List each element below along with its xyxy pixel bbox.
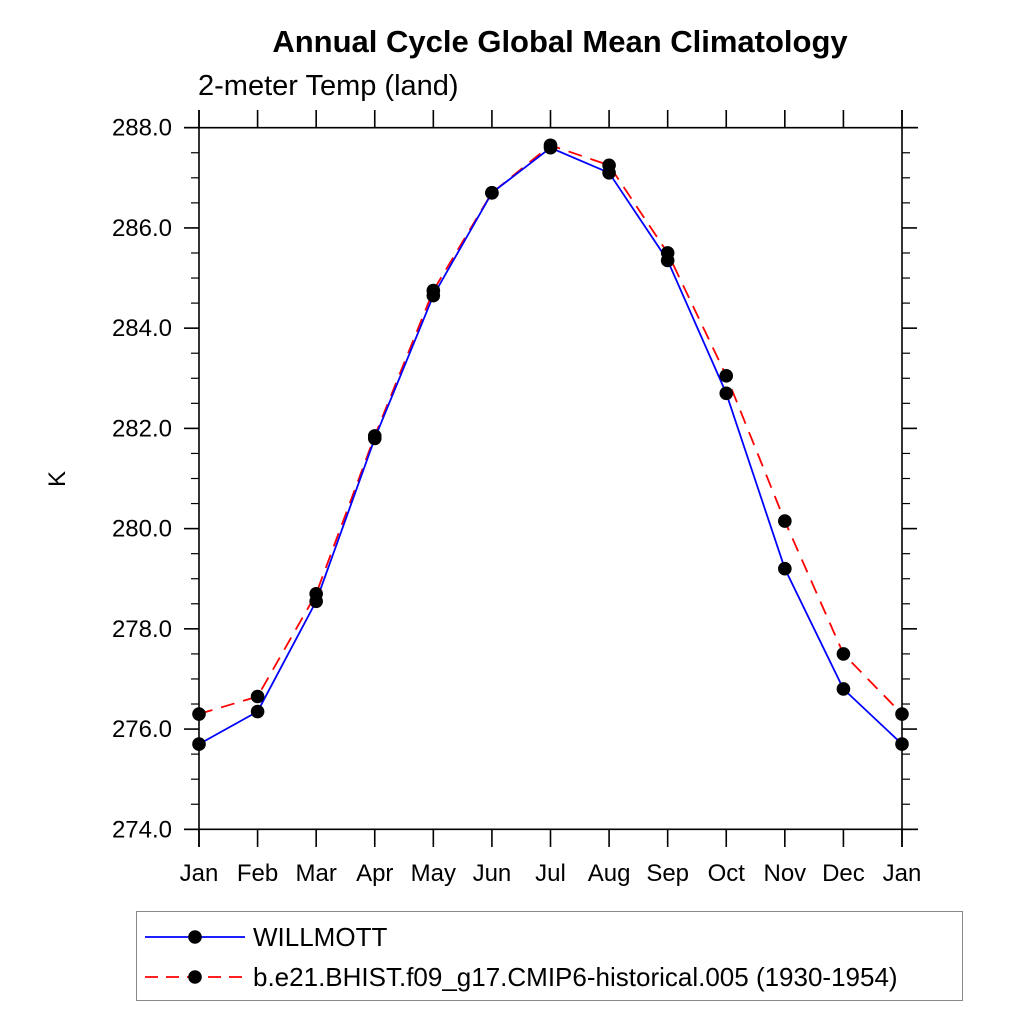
y-tick-label: 284.0 (112, 315, 172, 342)
x-tick-label: Oct (708, 860, 746, 887)
data-point-marker-model (250, 689, 265, 704)
x-tick-label: Aug (588, 860, 631, 887)
x-tick-label: Jan (180, 860, 219, 887)
x-tick-label: Jan (883, 860, 922, 887)
data-point-marker-model (660, 246, 675, 260)
data-point-marker-model (602, 158, 616, 173)
series-line-willmott (198, 146, 903, 745)
y-tick-label: 280.0 (112, 516, 172, 543)
data-point-marker-model (719, 368, 734, 383)
legend-box: WILLMOTT b.e21.BHIST.f09_g17.CMIP6-histo… (136, 911, 963, 1001)
data-point-marker-willmott (895, 737, 909, 751)
x-tick-label: May (411, 860, 456, 887)
data-point-marker-model (543, 138, 558, 153)
data-point-marker-willmott (836, 682, 851, 696)
series-line-model (198, 144, 903, 715)
chart-subtitle: 2-meter Temp (land) (198, 70, 459, 102)
y-tick-label: 274.0 (112, 816, 172, 843)
chart-title: Annual Cycle Global Mean Climatology (272, 24, 848, 59)
data-point-marker-model (309, 586, 323, 601)
y-tick-label: 276.0 (112, 716, 172, 743)
legend-marker-dot-icon (188, 930, 202, 944)
x-tick-label: Jul (535, 860, 566, 887)
x-tick-label: Nov (763, 860, 806, 887)
legend-label-willmott: WILLMOTT (253, 921, 388, 952)
legend-marker-dot-icon (188, 970, 202, 984)
data-point-marker-willmott (719, 386, 734, 401)
data-point-marker-model (367, 429, 382, 443)
legend-item-model: b.e21.BHIST.f09_g17.CMIP6-historical.005… (143, 957, 962, 997)
data-point-marker-model (192, 707, 206, 721)
x-tick-label: Feb (237, 860, 278, 887)
y-tick-label: 286.0 (112, 215, 172, 242)
data-point-marker-willmott (778, 561, 792, 576)
x-tick-label: Apr (356, 860, 393, 887)
data-point-marker-model (778, 514, 792, 528)
legend-line-sample-dashed (145, 970, 245, 984)
y-tick-label: 278.0 (112, 616, 172, 643)
x-tick-label: Sep (646, 860, 689, 887)
x-tick-label: Dec (822, 860, 865, 887)
y-tick-label: 288.0 (112, 115, 172, 142)
y-tick-label: 282.0 (112, 415, 172, 442)
data-point-marker-model (426, 283, 441, 298)
data-point-marker-willmott (192, 737, 206, 751)
data-point-marker-model (485, 186, 499, 200)
data-point-marker-model (895, 707, 909, 721)
legend-line-sample-solid (145, 930, 245, 944)
data-point-marker-willmott (250, 704, 265, 719)
legend-label-model: b.e21.BHIST.f09_g17.CMIP6-historical.005… (253, 961, 898, 992)
data-point-marker-model (836, 647, 851, 661)
legend-item-willmott: WILLMOTT (143, 917, 962, 957)
x-tick-label: Jun (473, 860, 512, 887)
x-tick-label: Mar (295, 860, 336, 887)
